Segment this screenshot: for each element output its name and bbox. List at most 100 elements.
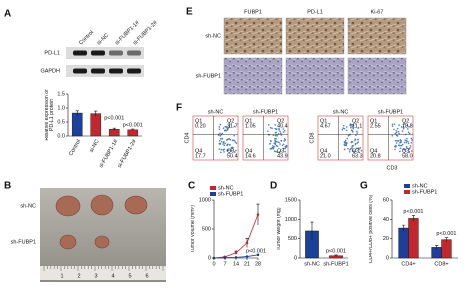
quadrant-value: 2.55	[370, 123, 381, 129]
event-dot	[352, 131, 354, 133]
error-bar	[401, 224, 406, 231]
event-dot	[223, 151, 225, 153]
event-dot	[357, 127, 360, 129]
event-dot	[394, 139, 397, 142]
quadrant-name: Q1	[195, 118, 202, 124]
error-bar	[75, 110, 79, 116]
legend-label: sh-FUBP1	[412, 189, 437, 195]
bar	[441, 239, 452, 259]
quadrant-name: Q1	[320, 118, 327, 124]
quadrant-value: 0.20	[195, 123, 206, 129]
event-dot	[345, 142, 348, 144]
quadrant-name: Q2	[402, 118, 409, 124]
tumor	[59, 234, 77, 250]
y-axis-label-box: CD4+/CD8+ positive cells (%)	[369, 195, 374, 264]
event-dot	[218, 126, 221, 128]
event-dot	[342, 127, 344, 130]
event-dot	[280, 140, 283, 142]
event-dot	[282, 128, 284, 130]
event-dot	[348, 150, 351, 153]
event-dot	[403, 149, 406, 151]
tumor	[124, 195, 148, 215]
flow-frame	[367, 115, 414, 161]
event-dot	[283, 129, 286, 132]
flow-y-axis: CD4	[184, 132, 190, 143]
annotation: p<0.001	[246, 248, 266, 254]
x-tick-label: si-NC	[89, 139, 101, 154]
event-dot	[405, 141, 408, 144]
event-dot	[219, 142, 222, 145]
event-dot	[400, 144, 403, 147]
event-dot	[220, 148, 223, 151]
legend-label: sh-NC	[412, 183, 428, 189]
event-dot	[399, 141, 402, 143]
event-dot	[346, 137, 349, 140]
event-dot	[226, 149, 229, 152]
bar	[127, 129, 139, 137]
quadrant-value: 50.4	[227, 153, 238, 159]
event-dot	[355, 147, 358, 150]
y-tick-label: 40	[383, 217, 389, 223]
panel-letter: B	[4, 181, 11, 192]
event-dot	[351, 149, 354, 152]
blot-band	[73, 68, 87, 74]
quadrant-value: 14.6	[245, 153, 256, 159]
event-dot	[410, 137, 413, 140]
event-dot	[285, 144, 288, 147]
event-dot	[351, 145, 354, 147]
event-dot	[228, 126, 231, 129]
event-dot	[224, 142, 226, 145]
event-dot	[395, 129, 398, 132]
error-bar	[411, 215, 416, 222]
event-dot	[269, 143, 271, 145]
ruler-number: 4	[111, 273, 114, 279]
y-tick-label: 1.5	[57, 91, 65, 97]
quadrant-value: 17.7	[195, 153, 206, 159]
event-dot	[409, 147, 411, 149]
event-dot	[349, 148, 352, 150]
event-dot	[269, 126, 272, 129]
panel-letter: A	[4, 9, 11, 20]
flow-frame	[317, 115, 364, 161]
event-dot	[273, 150, 276, 152]
quadrant-value: 1.05	[245, 123, 256, 129]
event-dot	[274, 134, 277, 137]
x-tick-label: 28	[255, 261, 261, 267]
event-dot	[397, 140, 400, 142]
y-tick-label: 0.5	[57, 119, 65, 125]
event-dot	[283, 140, 285, 142]
y-axis-label: Tumor weight (mg)	[276, 207, 282, 251]
event-dot	[227, 143, 229, 146]
event-dot	[350, 141, 353, 144]
event-dot	[275, 131, 278, 134]
point	[234, 256, 238, 259]
x-tick-label: sh-FUBP1	[323, 261, 348, 267]
error-bar	[434, 245, 439, 250]
event-dot	[399, 144, 401, 147]
event-dot	[404, 139, 407, 142]
event-dot	[359, 147, 362, 149]
quadrant-value: 58.0	[402, 153, 413, 159]
y-axis-label: Tumor volume (mm³)	[190, 204, 196, 254]
event-dot	[349, 123, 352, 125]
quadrant-name: Q2	[227, 118, 234, 124]
quadrant-value: 20.8	[370, 153, 381, 159]
event-dot	[403, 123, 405, 125]
quadrant-name: Q1	[370, 118, 377, 124]
event-dot	[407, 140, 409, 143]
y-tick-label: 1.0	[57, 105, 65, 111]
error-bar	[334, 254, 338, 257]
event-dot	[394, 148, 396, 151]
quadrant-name: Q3	[402, 148, 409, 154]
event-dot	[410, 150, 413, 152]
event-dot	[350, 126, 352, 129]
event-dot	[283, 138, 286, 140]
event-dot	[345, 126, 348, 128]
event-dot	[399, 150, 401, 153]
event-dot	[272, 134, 275, 136]
flow-y-axis: CD8	[309, 132, 315, 143]
event-dot	[284, 139, 287, 141]
quadrant-value: 63.3	[352, 153, 363, 159]
event-dot	[402, 127, 405, 130]
